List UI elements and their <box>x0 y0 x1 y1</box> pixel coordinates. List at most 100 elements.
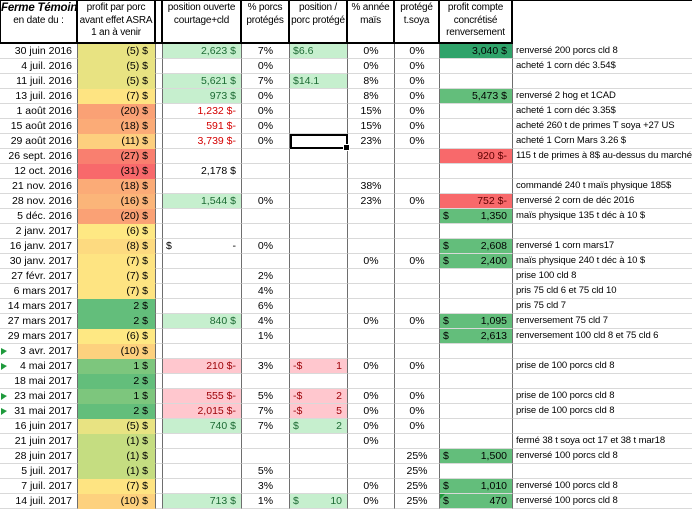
cell-profit-realized[interactable] <box>440 389 513 404</box>
cell-position-per-pig[interactable] <box>290 299 348 314</box>
cell-profit-realized[interactable]: $ 2,613 <box>440 329 513 344</box>
cell-pct-soya[interactable] <box>395 179 440 194</box>
cell-pct-mais[interactable]: 0% <box>348 404 395 419</box>
cell-position-per-pig[interactable] <box>290 269 348 284</box>
cell-profit[interactable]: (7) $ <box>78 479 156 494</box>
cell-profit[interactable]: (5) $ <box>78 59 156 74</box>
cell-profit[interactable]: (20) $ <box>78 104 156 119</box>
cell-position[interactable] <box>163 209 242 224</box>
cell-date[interactable]: 28 juin 2017 <box>0 449 78 464</box>
cell-pct-soya[interactable]: 25% <box>395 479 440 494</box>
cell-pct-soya[interactable]: 0% <box>395 59 440 74</box>
cell-position[interactable]: 740 $ <box>163 419 242 434</box>
cell-profit-realized[interactable] <box>440 419 513 434</box>
cell-profit-realized[interactable]: 5,473 $ <box>440 89 513 104</box>
cell-position[interactable] <box>163 374 242 389</box>
cell-profit[interactable]: (7) $ <box>78 89 156 104</box>
cell-position[interactable] <box>163 284 242 299</box>
cell-date[interactable]: 29 août 2016 <box>0 134 78 149</box>
cell-pct-soya[interactable]: 0% <box>395 419 440 434</box>
cell-spacer[interactable] <box>156 299 163 314</box>
cell-profit-realized[interactable]: $ 1,095 <box>440 314 513 329</box>
cell-pct-porcs[interactable]: 6% <box>242 299 290 314</box>
cell-profit-realized[interactable] <box>440 74 513 89</box>
cell-pct-porcs[interactable] <box>242 179 290 194</box>
cell-pct-mais[interactable]: 0% <box>348 44 395 59</box>
cell-position[interactable]: 1,544 $ <box>163 194 242 209</box>
cell-pct-porcs[interactable] <box>242 344 290 359</box>
cell-spacer[interactable] <box>156 224 163 239</box>
cell-profit[interactable]: 2 $ <box>78 404 156 419</box>
cell-position[interactable] <box>163 224 242 239</box>
cell-position[interactable]: 2,015 $- <box>163 404 242 419</box>
cell-pct-mais[interactable]: 0% <box>348 494 395 509</box>
cell-pct-porcs[interactable]: 7% <box>242 74 290 89</box>
cell-pct-porcs[interactable] <box>242 254 290 269</box>
cell-profit-realized[interactable]: $ 2,608 <box>440 239 513 254</box>
cell-pct-porcs[interactable]: 2% <box>242 269 290 284</box>
cell-spacer[interactable] <box>156 179 163 194</box>
cell-date[interactable]: 27 mars 2017 <box>0 314 78 329</box>
cell-date[interactable]: 29 mars 2017 <box>0 329 78 344</box>
cell-date[interactable]: 13 juil. 2016 <box>0 89 78 104</box>
cell-profit-realized[interactable]: 920 $- <box>440 149 513 164</box>
cell-pct-porcs[interactable] <box>242 209 290 224</box>
cell-pct-porcs[interactable]: 0% <box>242 89 290 104</box>
cell-profit[interactable]: (5) $ <box>78 419 156 434</box>
cell-date[interactable]: 30 juin 2016 <box>0 44 78 59</box>
cell-spacer[interactable] <box>156 254 163 269</box>
cell-pct-mais[interactable] <box>348 344 395 359</box>
header-position-per-pig[interactable]: position / porc protégé <box>290 1 348 44</box>
cell-pct-porcs[interactable] <box>242 434 290 449</box>
cell-profit[interactable]: (7) $ <box>78 254 156 269</box>
cell-position[interactable] <box>163 254 242 269</box>
cell-pct-soya[interactable]: 0% <box>395 389 440 404</box>
cell-position[interactable]: 3,739 $- <box>163 134 242 149</box>
cell-profit-realized[interactable] <box>440 119 513 134</box>
cell-pct-mais[interactable] <box>348 269 395 284</box>
cell-pct-soya[interactable]: 0% <box>395 44 440 59</box>
cell-date[interactable]: 12 oct. 2016 <box>0 164 78 179</box>
cell-profit-realized[interactable] <box>440 134 513 149</box>
cell-position[interactable] <box>163 299 242 314</box>
cell-position-per-pig[interactable] <box>290 104 348 119</box>
cell-position-per-pig[interactable]: -$ 1 <box>290 359 348 374</box>
cell-position[interactable]: 591 $- <box>163 119 242 134</box>
cell-spacer[interactable] <box>156 59 163 74</box>
cell-profit-realized[interactable] <box>440 224 513 239</box>
cell-position[interactable] <box>163 464 242 479</box>
cell-profit[interactable]: (6) $ <box>78 329 156 344</box>
cell-pct-porcs[interactable]: 4% <box>242 284 290 299</box>
cell-profit[interactable]: (5) $ <box>78 74 156 89</box>
cell-date[interactable]: 7 juil. 2017 <box>0 479 78 494</box>
cell-spacer[interactable] <box>156 374 163 389</box>
cell-position-per-pig[interactable] <box>290 194 348 209</box>
cell-pct-porcs[interactable]: 4% <box>242 314 290 329</box>
cell-pct-soya[interactable]: 0% <box>395 74 440 89</box>
cell-position[interactable] <box>163 179 242 194</box>
header-pct-soy[interactable]: protégé t.soya <box>395 1 440 44</box>
cell-date[interactable]: 23 mai 2017 <box>0 389 78 404</box>
cell-spacer[interactable] <box>156 464 163 479</box>
cell-position[interactable]: 2,178 $ <box>163 164 242 179</box>
header-pct-corn[interactable]: % année maïs <box>348 1 395 44</box>
cell-profit[interactable]: (5) $ <box>78 44 156 59</box>
cell-spacer[interactable] <box>156 209 163 224</box>
cell-pct-soya[interactable] <box>395 239 440 254</box>
cell-position[interactable]: 555 $- <box>163 389 242 404</box>
cell-position-per-pig[interactable] <box>290 164 348 179</box>
cell-pct-soya[interactable] <box>395 344 440 359</box>
cell-pct-mais[interactable]: 0% <box>348 314 395 329</box>
cell-spacer[interactable] <box>156 479 163 494</box>
cell-profit[interactable]: (18) $ <box>78 119 156 134</box>
cell-pct-soya[interactable]: 0% <box>395 314 440 329</box>
cell-profit-realized[interactable] <box>440 464 513 479</box>
cell-pct-porcs[interactable]: 3% <box>242 479 290 494</box>
cell-spacer[interactable] <box>156 74 163 89</box>
cell-pct-porcs[interactable] <box>242 449 290 464</box>
cell-position-per-pig[interactable] <box>290 314 348 329</box>
cell-spacer[interactable] <box>156 434 163 449</box>
cell-pct-soya[interactable] <box>395 299 440 314</box>
cell-profit[interactable]: (6) $ <box>78 224 156 239</box>
cell-pct-soya[interactable] <box>395 284 440 299</box>
